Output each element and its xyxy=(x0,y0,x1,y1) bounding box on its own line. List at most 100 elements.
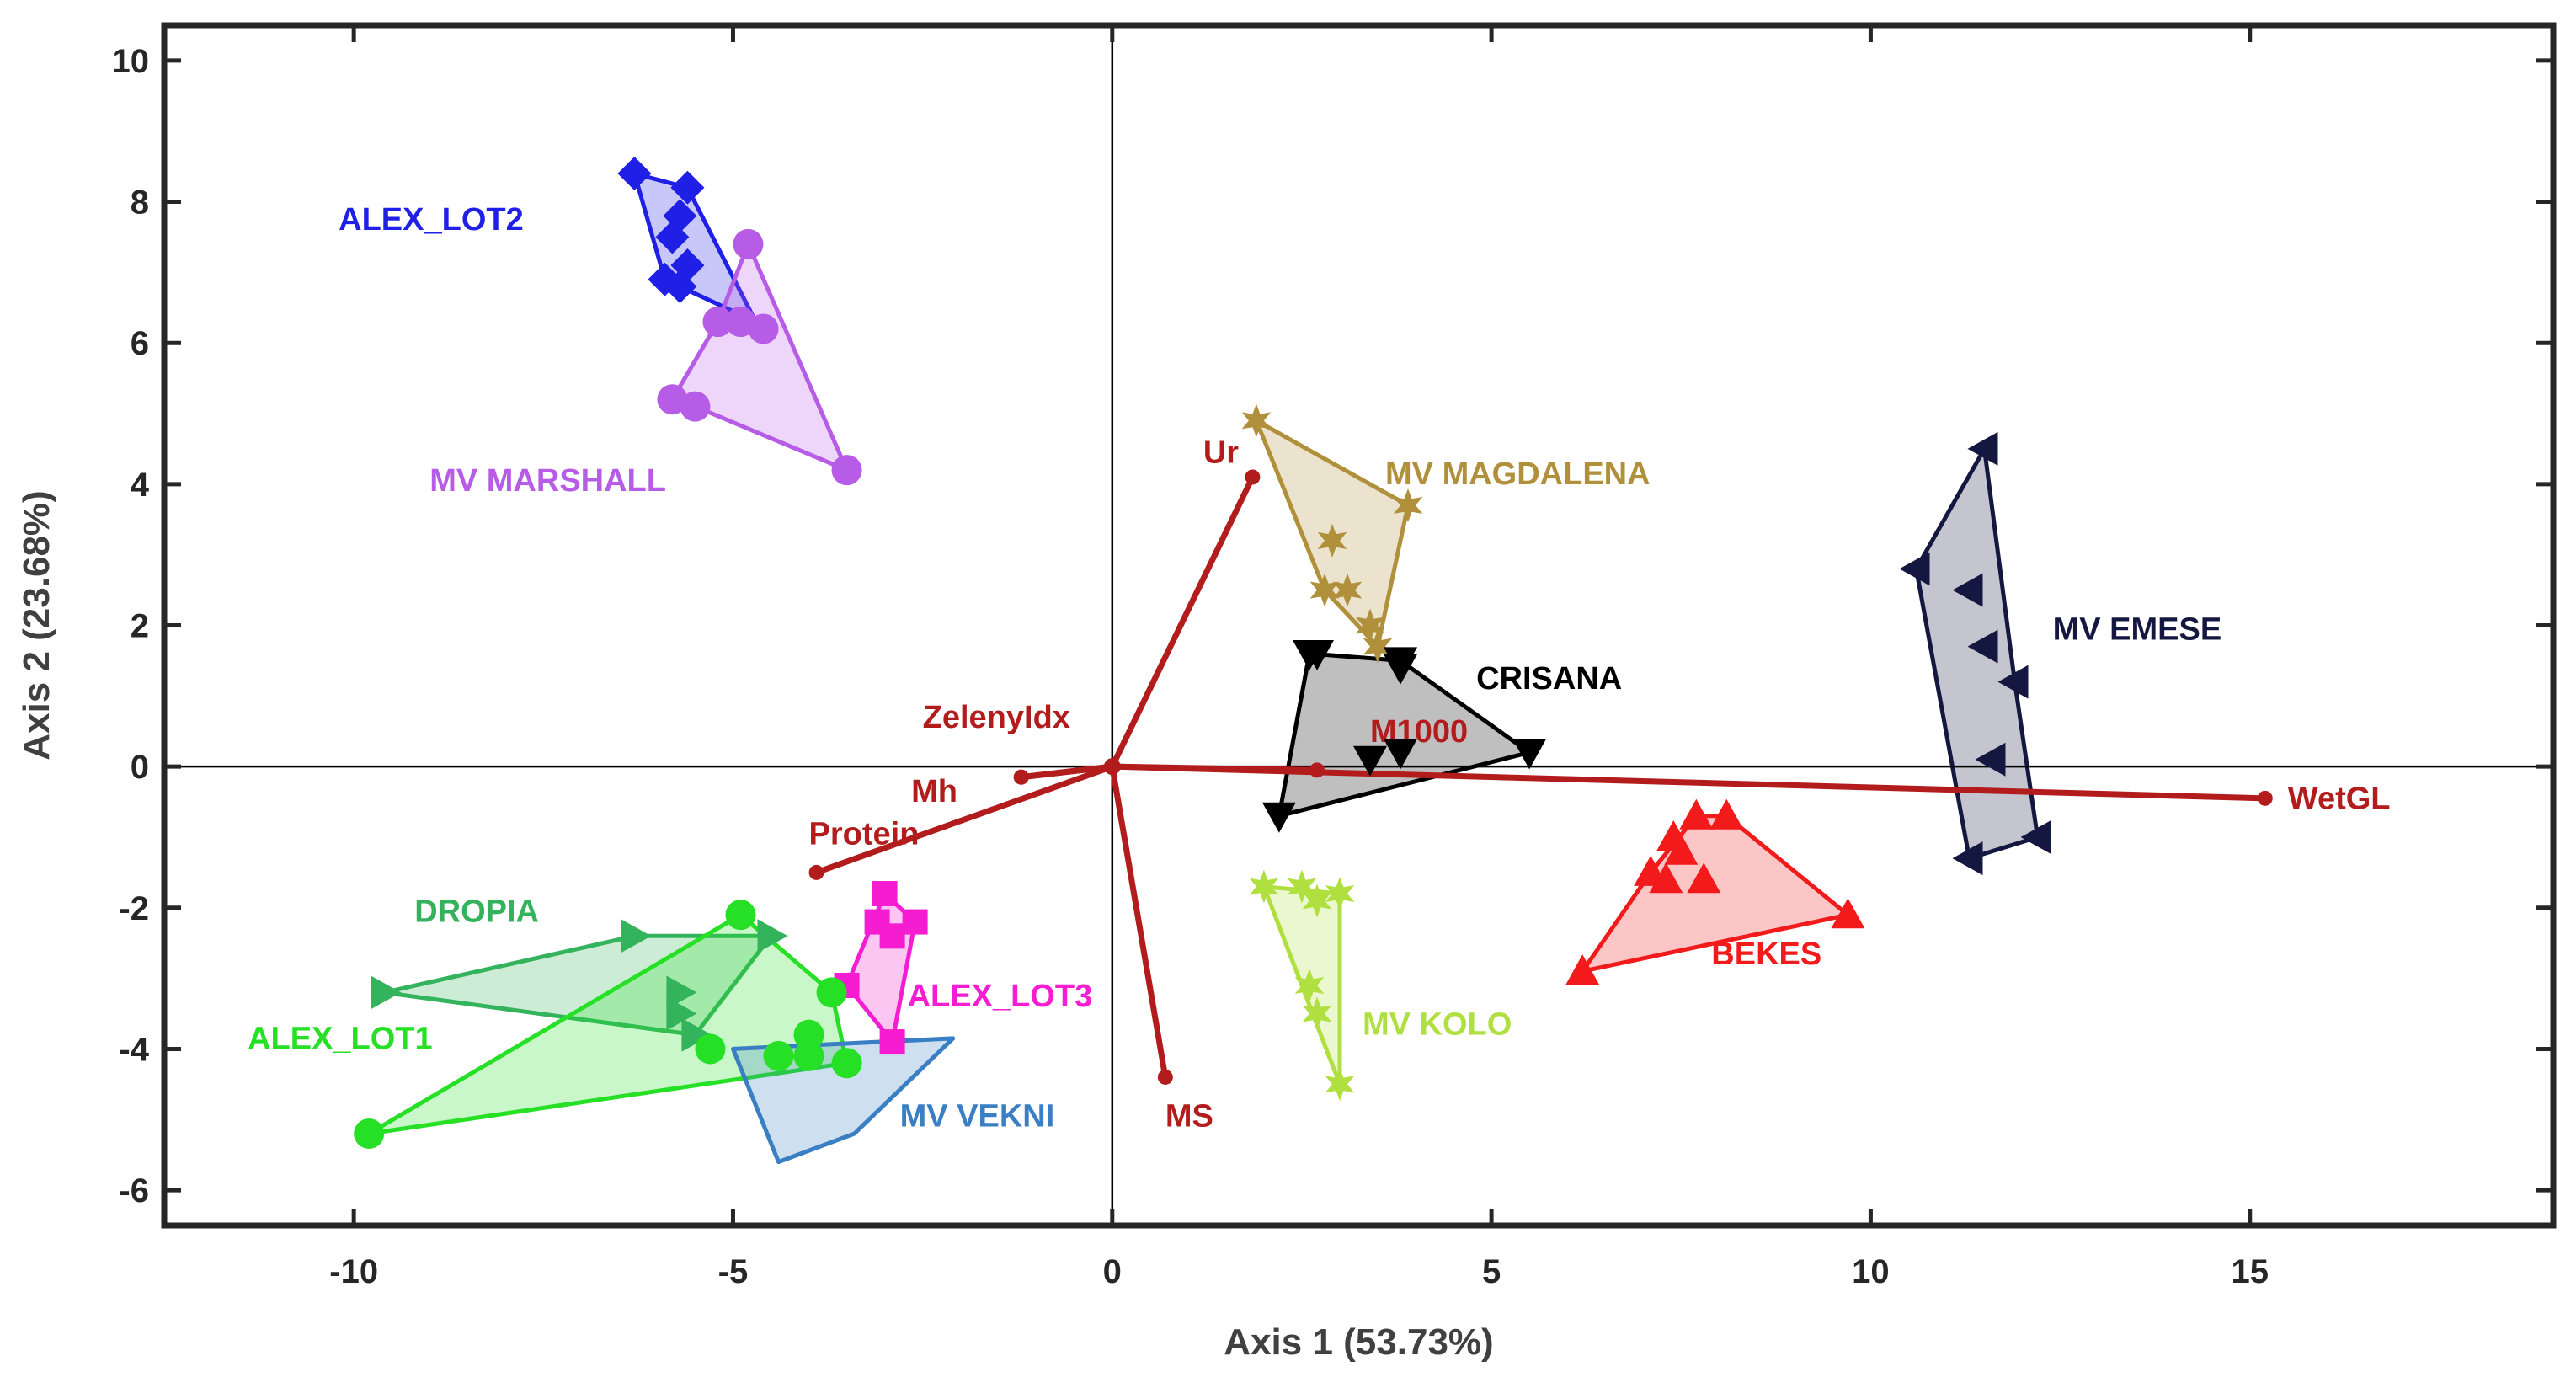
point-mv-emese-6 xyxy=(1975,742,2006,777)
loading-label-wetgl: WetGL xyxy=(2288,781,2391,816)
data-points xyxy=(354,157,2051,1150)
point-crisana-4 xyxy=(1384,654,1417,685)
x-tick-label: 10 xyxy=(1852,1253,1890,1290)
loading-label-ur: Ur xyxy=(1203,435,1239,471)
group-label-mv-marshall: MV MARSHALL xyxy=(429,463,666,499)
loading-line-mh xyxy=(1018,763,1116,781)
group-label-mv-magdalena: MV MAGDALENA xyxy=(1385,456,1651,492)
point-mv-kolo-3 xyxy=(1302,884,1332,918)
point-dropia-1 xyxy=(621,919,652,953)
y-tick-label: 0 xyxy=(131,749,149,786)
loading-tip-mh xyxy=(1013,769,1029,785)
point-mv-magdalena-6 xyxy=(1355,608,1385,643)
point-mv-marshall-3 xyxy=(725,307,756,338)
point-mv-magdalena-2 xyxy=(1393,488,1423,522)
loading-line-wetgl xyxy=(1109,763,2269,802)
group-label-crisana: CRISANA xyxy=(1476,661,1622,697)
loading-label-ms: MS xyxy=(1165,1099,1213,1134)
point-mv-emese-3 xyxy=(1952,573,1983,607)
point-mv-emese-2 xyxy=(1899,552,1930,586)
point-mv-marshall-2 xyxy=(702,307,733,338)
x-tick-label: 15 xyxy=(2231,1253,2269,1290)
point-alex-lot1-6 xyxy=(793,1040,824,1071)
zero-axes xyxy=(164,25,2553,1225)
point-bekes-2 xyxy=(1709,798,1744,830)
point-mv-magdalena-5 xyxy=(1332,573,1363,607)
point-mv-kolo-6 xyxy=(1302,996,1332,1031)
point-crisana-2 xyxy=(1300,640,1334,670)
group-label-alex-lot1: ALEX_LOT1 xyxy=(248,1021,433,1056)
y-tick-label: 2 xyxy=(131,608,149,645)
y-tick-label: -4 xyxy=(119,1031,149,1068)
point-bekes-1 xyxy=(1679,798,1714,830)
loading-vectors: Ur ZelenyIdx Mh M1000 WetGL Protein MS xyxy=(809,435,2391,1134)
group-label-bekes: BEKES xyxy=(1711,937,1821,972)
point-alex-lot2-1 xyxy=(617,157,652,190)
point-alex-lot1-1 xyxy=(725,900,756,931)
point-mv-kolo-4 xyxy=(1325,877,1355,910)
point-mv-magdalena-7 xyxy=(1363,629,1393,664)
point-mv-kolo-1 xyxy=(1249,869,1279,904)
group-hulls xyxy=(366,171,2040,1165)
point-alex-lot3-4 xyxy=(879,923,905,949)
loading-tip-ur xyxy=(1245,469,1261,485)
x-tick-label: -5 xyxy=(718,1253,749,1290)
point-crisana-6 xyxy=(1384,739,1417,770)
loading-label-protein: Protein xyxy=(809,816,920,851)
y-tick-label: 8 xyxy=(131,184,149,222)
point-crisana-7 xyxy=(1512,739,1547,770)
y-tick-label: 10 xyxy=(112,43,150,80)
loading-line-ms xyxy=(1109,763,1169,1081)
point-mv-emese-4 xyxy=(1967,629,1998,664)
group-label-mv-kolo: MV KOLO xyxy=(1363,1007,1512,1043)
point-alex-lot3-1 xyxy=(872,881,898,907)
loading-label-mh: Mh xyxy=(911,774,957,809)
point-dropia-3 xyxy=(371,975,402,1010)
hull-mv-emese xyxy=(1914,446,2040,861)
group-labels: ALEX_LOT2 MV MARSHALL MV MAGDALENA CRISANA M… xyxy=(248,202,2221,1134)
point-mv-magdalena-3 xyxy=(1317,523,1347,558)
point-alex-lot1-4 xyxy=(793,1019,824,1050)
loading-line-protein xyxy=(813,763,1116,876)
point-bekes-6 xyxy=(1649,862,1683,894)
point-dropia-2 xyxy=(757,919,788,953)
point-crisana-8 xyxy=(1261,802,1296,833)
point-mv-magdalena-1 xyxy=(1241,403,1272,438)
y-tick-label: 6 xyxy=(131,325,149,362)
group-label-mv-emese: MV EMESE xyxy=(2053,611,2222,647)
point-dropia-5 xyxy=(666,996,697,1031)
point-alex-lot2-4 xyxy=(655,220,690,254)
group-label-alex-lot3: ALEX_LOT3 xyxy=(908,979,1093,1014)
group-label-alex-lot2: ALEX_LOT2 xyxy=(339,202,524,238)
point-mv-magdalena-4 xyxy=(1309,573,1340,607)
point-alex-lot1-5 xyxy=(763,1040,794,1071)
point-mv-emese-8 xyxy=(2020,820,2051,854)
loading-tip-wetgl xyxy=(2257,790,2273,806)
point-bekes-7 xyxy=(1687,862,1721,894)
point-mv-kolo-7 xyxy=(1325,1067,1355,1102)
x-axis-title: Axis 1 (53.73%) xyxy=(1224,1321,1493,1363)
point-mv-kolo-5 xyxy=(1294,969,1325,1002)
point-mv-emese-1 xyxy=(1967,431,1998,466)
point-bekes-9 xyxy=(1565,954,1600,985)
point-alex-lot1-8 xyxy=(354,1118,385,1150)
y-tick-label: -2 xyxy=(119,890,149,927)
point-bekes-8 xyxy=(1831,898,1865,929)
point-alex-lot1-2 xyxy=(816,977,847,1008)
loading-line-ur xyxy=(1109,473,1256,770)
loading-tip-protein xyxy=(808,864,824,880)
y-tick-label: 4 xyxy=(131,467,150,504)
point-mv-marshall-4 xyxy=(748,313,779,344)
group-label-dropia: DROPIA xyxy=(414,894,539,930)
point-dropia-4 xyxy=(666,975,697,1010)
point-bekes-4 xyxy=(1664,834,1699,865)
point-alex-lot2-2 xyxy=(670,170,705,205)
group-label-mv-vekni: MV VEKNI xyxy=(900,1099,1055,1134)
point-mv-emese-7 xyxy=(1952,841,1983,876)
point-alex-lot3-6 xyxy=(879,1029,905,1055)
point-mv-marshall-7 xyxy=(831,455,862,486)
hull-mv-kolo xyxy=(1261,884,1342,1086)
point-alex-lot3-3 xyxy=(902,909,928,935)
x-tick-label: -10 xyxy=(329,1253,378,1290)
loading-origin xyxy=(1103,758,1121,776)
